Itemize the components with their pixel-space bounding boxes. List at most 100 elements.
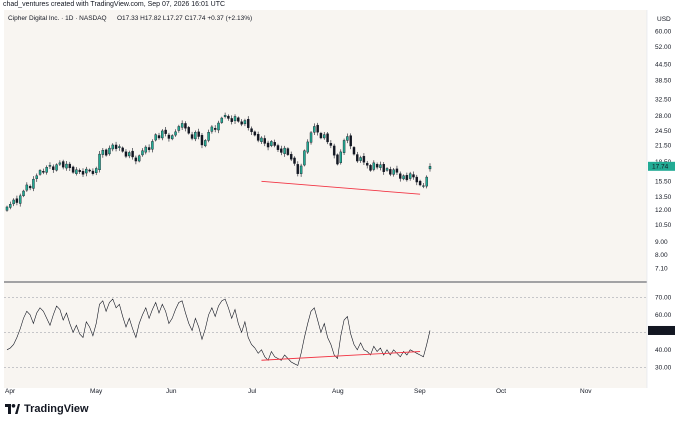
candle <box>392 167 395 177</box>
candle <box>395 165 399 176</box>
candle <box>121 146 124 153</box>
time-axis[interactable]: Apr May Jun Jul Aug Sep Oct Nov <box>5 388 592 395</box>
candle-body-up <box>207 132 210 141</box>
candle-body-up <box>379 164 382 168</box>
candle-body-up <box>58 162 62 165</box>
candle-body-down <box>28 186 32 189</box>
candle-body-up <box>98 153 101 171</box>
candle <box>124 149 128 159</box>
candle-body-up <box>177 126 181 131</box>
candle <box>233 114 237 125</box>
candle-body-up <box>392 169 395 175</box>
candle <box>5 205 9 212</box>
candle <box>184 121 187 132</box>
rsi-tick-label: 60.00 <box>655 312 672 319</box>
candle <box>200 132 204 149</box>
candle-body-up <box>260 137 263 142</box>
candle-body-up <box>95 168 98 174</box>
candlestick-series[interactable] <box>5 112 432 212</box>
candle-body-up <box>101 150 105 155</box>
candle-body-up <box>151 141 154 150</box>
candle <box>9 201 12 210</box>
candle-body-down <box>121 147 124 152</box>
tradingview-brand[interactable]: TradingView <box>5 403 89 415</box>
candle <box>95 166 98 176</box>
candle-body-down <box>71 166 75 173</box>
divergence-lines[interactable] <box>261 180 421 361</box>
candle-body-down <box>131 150 134 158</box>
candle-body-up <box>161 130 164 139</box>
candle <box>270 140 273 148</box>
price-tick-label: 44.50 <box>655 61 672 68</box>
price-axis[interactable]: 60.00 52.00 44.50 38.50 32.50 28.00 24.50 21.50… <box>655 28 672 272</box>
candle <box>316 122 319 136</box>
currency-label[interactable]: USD <box>657 16 671 23</box>
candle-body-down <box>114 144 118 149</box>
candle <box>425 175 428 189</box>
candle-body-up <box>171 135 174 140</box>
candle-body-up <box>118 146 121 148</box>
time-tick-label: Oct <box>496 388 506 395</box>
candle-body-up <box>309 132 313 143</box>
candle <box>197 128 200 140</box>
candle-body-down <box>289 154 293 160</box>
price-tick-label: 24.50 <box>655 128 672 135</box>
rsi-line <box>6 298 431 366</box>
candle <box>372 160 376 172</box>
candle-body-down <box>164 129 167 134</box>
price-tick-label: 52.00 <box>655 44 672 51</box>
candle-body-down <box>230 118 233 122</box>
price-tick-label: 8.00 <box>655 252 668 259</box>
time-tick-label: Jul <box>248 388 257 395</box>
candle <box>227 114 230 121</box>
price-tick-label: 28.00 <box>655 113 672 120</box>
candle-body-up <box>137 155 141 162</box>
candle <box>75 167 78 176</box>
rsi-axis[interactable]: 70.00 60.00 40.00 30.00 <box>655 295 672 372</box>
candle <box>61 159 65 170</box>
candle-body-down <box>253 131 257 136</box>
candle <box>32 176 35 192</box>
candle-body-up <box>25 184 29 191</box>
candle <box>81 168 85 178</box>
candle-body-down <box>227 115 230 119</box>
rsi-tick-label: 70.00 <box>655 295 672 302</box>
candle-body-up <box>194 132 197 140</box>
candle-body-down <box>104 149 108 156</box>
price-tick-label: 15.50 <box>655 179 672 186</box>
tradingview-logo-icon <box>5 404 20 414</box>
candle <box>276 143 280 152</box>
candle-body-up <box>359 157 362 161</box>
time-tick-label: Apr <box>5 388 16 395</box>
candle-body-down <box>184 123 187 129</box>
candle <box>412 171 415 180</box>
candle <box>293 156 296 166</box>
candle <box>85 166 88 177</box>
rsi-series[interactable] <box>6 298 431 366</box>
price-tick-label: 21.50 <box>655 142 672 149</box>
candle-body-up <box>144 146 148 153</box>
candle <box>114 141 118 152</box>
candle-body-up <box>108 147 111 155</box>
candle-body-down <box>276 145 280 150</box>
candle-body-up <box>12 199 15 205</box>
candle <box>207 129 210 143</box>
candle-body-down <box>326 133 329 143</box>
candle-body-up <box>217 122 220 131</box>
candle-body-up <box>408 173 412 179</box>
candle-body-down <box>349 135 352 147</box>
candle-body-down <box>369 165 372 171</box>
candle-body-down <box>329 143 333 146</box>
candle <box>217 120 220 134</box>
candle-body-down <box>293 157 296 164</box>
candle-body-up <box>180 123 184 128</box>
candle-body-down <box>296 164 300 174</box>
candle-body-up <box>111 144 114 150</box>
candle-body-down <box>197 131 200 137</box>
candle <box>408 171 412 181</box>
candle <box>296 161 300 177</box>
candle <box>187 126 190 135</box>
candle-body-down <box>52 166 55 170</box>
symbol-legend[interactable]: Cipher Digital Inc. · 1D · NASDAQ <box>8 15 107 22</box>
